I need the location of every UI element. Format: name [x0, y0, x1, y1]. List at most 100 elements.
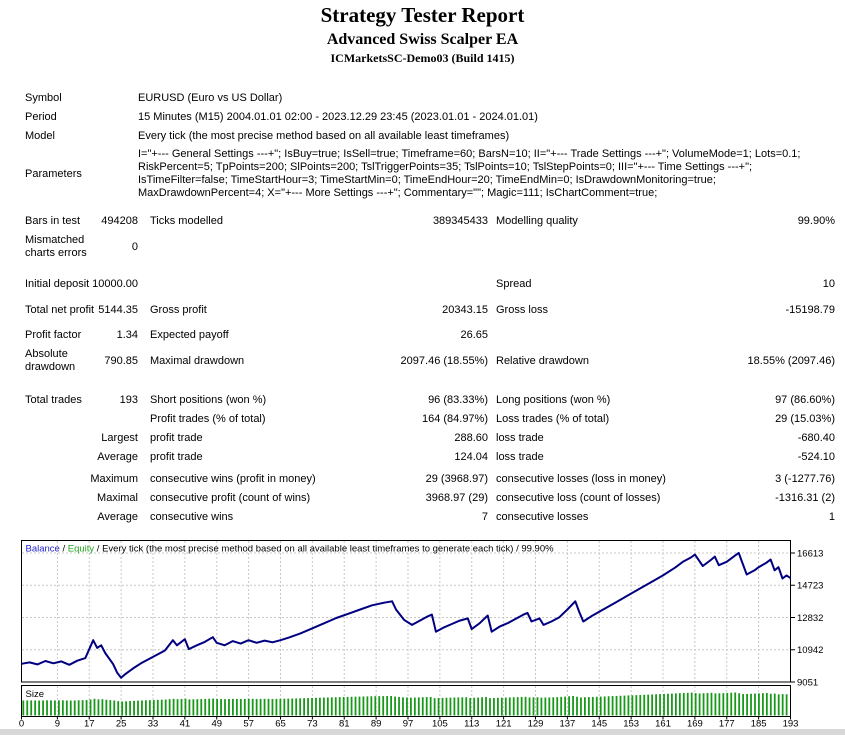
y-axis-label: 9051	[797, 678, 818, 689]
stats-cell: consecutive profit (count of wins)	[150, 492, 311, 504]
server-build: ICMarketsSC-Demo03 (Build 1415)	[330, 51, 515, 65]
stats-cell: Initial deposit	[25, 278, 90, 290]
info-row-period: Period 15 Minutes (M15) 2004.01.01 02:00…	[25, 108, 845, 127]
info-table: Symbol EURUSD (Euro vs US Dollar) Period…	[25, 89, 845, 202]
x-axis-label: 161	[655, 719, 671, 730]
stats-row: Average profit trade 124.04 loss trade -524.…	[25, 448, 845, 467]
stats-cell: 164 (84.97%)	[421, 413, 488, 425]
x-axis-label: 193	[783, 719, 799, 730]
size-panel-label: Size	[26, 689, 44, 700]
stats-row: Profit trades (% of total) 164 (84.97%) Lo…	[25, 410, 845, 429]
info-row-model: Model Every tick (the most precise metho…	[25, 127, 845, 146]
model-label: Model	[25, 130, 55, 142]
y-axis-label: 10942	[797, 645, 823, 656]
stats-cell: 5144.35	[98, 303, 138, 316]
stats-cell: consecutive losses	[496, 511, 589, 523]
stats-cell: Gross profit	[150, 303, 207, 316]
x-axis-label: 169	[687, 719, 703, 730]
stats-cell: 1	[828, 511, 835, 523]
stats-cell: 10000.00	[92, 278, 138, 290]
stats-cell: -1316.31 (2)	[775, 492, 835, 504]
stats-cell: Average	[97, 511, 138, 523]
stats-cell: 29 (15.03%)	[775, 413, 835, 425]
stats-cell: Absolute drawdown	[25, 348, 76, 373]
symbol-label: Symbol	[25, 92, 62, 104]
stats-cell: Maximal drawdown	[150, 354, 245, 367]
stats-cell: 96 (83.33%)	[428, 394, 488, 406]
stats-cell: 10	[822, 278, 835, 290]
x-axis-label: 129	[528, 719, 544, 730]
chart-legend: Balance / Equity / Every tick (the most …	[26, 544, 555, 555]
stats-cell: consecutive wins	[150, 511, 234, 523]
stats-cell: 18.55% (2097.46)	[747, 354, 835, 367]
stats-cell: 20343.15	[442, 303, 488, 316]
y-axis-label: 12832	[797, 613, 823, 624]
stats-cell: 193	[119, 394, 138, 406]
stats-cell: 1.34	[116, 329, 138, 341]
x-axis-label: 105	[432, 719, 448, 730]
stats-cell: -524.10	[797, 451, 835, 463]
stats-row: Absolute drawdown 790.85 Maximal drawdown 2…	[25, 345, 845, 377]
stats-cell: Loss trades (% of total)	[496, 413, 610, 425]
stats-cell: Modelling quality	[496, 215, 578, 227]
x-axis-label: 73	[307, 719, 318, 730]
stats-row: Total net profit 5144.35 Gross profit 20343…	[25, 294, 845, 326]
balance-panel-frame	[21, 540, 791, 683]
x-axis-label: 113	[464, 719, 479, 730]
stats-cell: 29 (3968.97)	[425, 473, 488, 485]
stats-cell: 790.85	[104, 354, 138, 367]
legend-balance: Balance	[26, 544, 60, 555]
stats-cell: Total trades	[25, 394, 82, 406]
stats-cell: Total net profit	[25, 303, 95, 316]
stats-cell: -680.40	[797, 432, 835, 444]
x-axis-label: 137	[559, 719, 575, 730]
stats-cell: Maximal	[97, 492, 138, 504]
info-row-parameters: Parameters I="+--- General Settings ---+…	[25, 146, 845, 202]
stats-row: Average consecutive wins 7 consecutive loss…	[25, 508, 845, 527]
stats-row: Mismatched charts errors 0	[25, 231, 845, 263]
stats-cell: Profit trades (% of total)	[150, 413, 266, 425]
stats-cell: Gross loss	[496, 303, 548, 316]
stats-cell: 97 (86.60%)	[775, 394, 835, 406]
x-axis-label: 33	[148, 719, 159, 730]
stats-cell: Expected payoff	[150, 329, 229, 341]
y-axis-label: 14723	[797, 581, 823, 592]
stats-cell: consecutive losses (loss in money)	[496, 473, 666, 485]
report-header: Strategy Tester Report Advanced Swiss Sc…	[0, 1, 845, 66]
stats-cell: -15198.79	[785, 303, 835, 316]
x-axis-label: 9	[55, 719, 60, 730]
stats-row: Initial deposit 10000.00 Spread 10	[25, 275, 845, 294]
period-value: 15 Minutes (M15) 2004.01.01 02:00 - 2023…	[138, 111, 538, 123]
period-label: Period	[25, 111, 57, 123]
stats-cell: 7	[481, 511, 488, 523]
x-axis-label: 97	[403, 719, 414, 730]
stats-cell: 0	[131, 240, 138, 253]
report-title: Strategy Tester Report	[320, 3, 525, 27]
stats-cell: Relative drawdown	[496, 354, 589, 367]
stats-cell: 389345433	[432, 215, 488, 227]
model-value: Every tick (the most precise method base…	[138, 130, 510, 142]
stats-cell: Largest	[101, 432, 138, 444]
stats-cell: loss trade	[496, 451, 544, 463]
legend-separator: /	[60, 544, 68, 555]
stats-cell: Long positions (won %)	[496, 394, 611, 406]
stats-cell: profit trade	[150, 451, 203, 463]
x-axis-label: 185	[751, 719, 767, 730]
stats-cell: 3 (-1277.76)	[775, 473, 835, 485]
balance-line	[21, 551, 792, 679]
balance-chart: 16613 14723 12832 10942 9051 0 9 17 25 33 41 49 57 65…	[0, 540, 845, 735]
x-axis-label: 177	[719, 719, 735, 730]
info-row-symbol: Symbol EURUSD (Euro vs US Dollar)	[25, 89, 845, 108]
legend-description: / Every tick (the most precise method ba…	[94, 544, 554, 555]
bottom-strip	[0, 729, 845, 735]
y-axis-label: 16613	[797, 549, 823, 560]
x-axis-label: 49	[211, 719, 222, 730]
parameters-label: Parameters	[25, 167, 82, 180]
stats-cell: Short positions (won %)	[150, 394, 267, 406]
legend-equity: Equity	[68, 544, 95, 555]
x-axis-label: 17	[84, 719, 95, 730]
stats-row: Maximum consecutive wins (profit in money…	[25, 470, 845, 489]
stats-cell: loss trade	[496, 432, 544, 444]
stats-table: Bars in test 494208 Ticks modelled 38934543…	[25, 212, 845, 527]
